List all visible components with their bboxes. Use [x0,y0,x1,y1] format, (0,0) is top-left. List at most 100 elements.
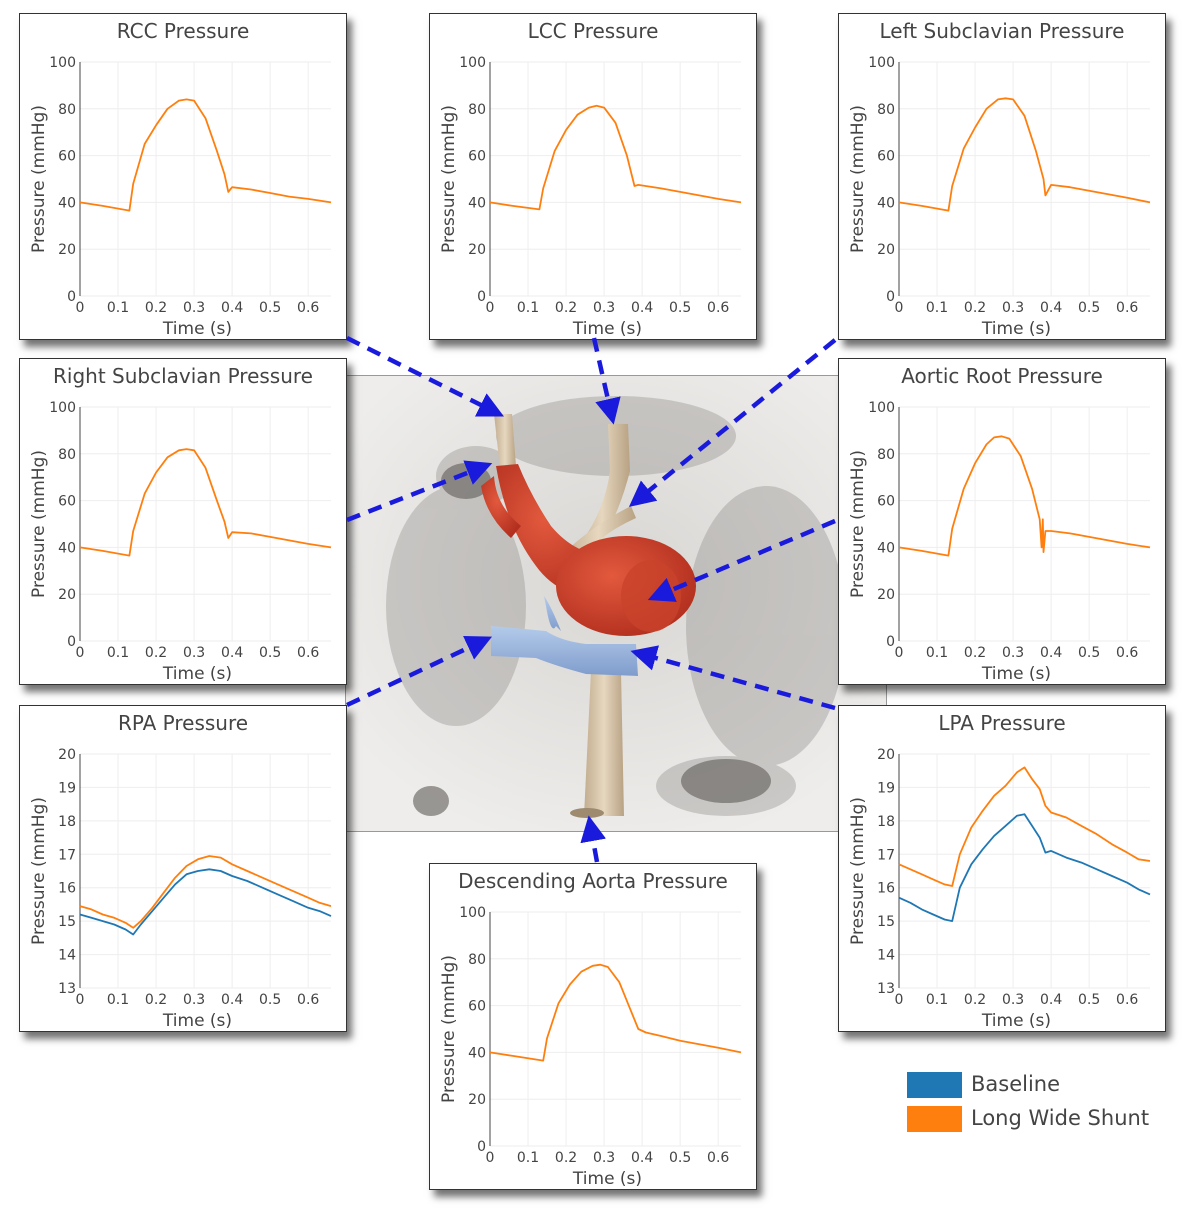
descending-aorta-outlet [570,808,604,818]
y-axis-label: Pressure (mmHg) [848,105,868,253]
y-axis-label: Pressure (mmHg) [29,105,49,253]
y-tick-label: 40 [58,540,76,556]
y-tick-label: 100 [49,55,76,71]
x-tick-label: 0.1 [517,300,539,316]
y-tick-label: 20 [58,587,76,603]
right-subclavian-vessel [481,476,521,538]
y-tick-label: 0 [886,634,895,650]
y-tick-label: 100 [459,55,486,71]
y-axis-label: Pressure (mmHg) [848,797,868,945]
panel-lcc-pressure: LCC Pressure 0 20 40 60 80 100 0 0.1 0.2 0.3 0.4 0.5… [429,13,757,340]
x-tick-label: 0 [76,645,85,661]
chart-descending-aorta-pressure: Descending Aorta Pressure 0 20 40 60 80 100 0 0.… [439,869,742,1189]
x-tick-label: 0.4 [221,645,243,661]
panel-rpa-pressure: RPA Pressure 13 14 15 16 17 18 19 20 0 0.1 0.2 0.3 0.… [19,705,347,1032]
legend-swatch-long-wide-shunt [907,1106,962,1132]
y-tick-label: 17 [877,847,895,863]
vessel-model-image [345,375,887,832]
x-tick-label: 0.3 [593,300,615,316]
x-tick-label: 0.2 [964,300,986,316]
x-tick-label: 0 [486,300,495,316]
x-tick-label: 0.4 [1040,992,1062,1008]
chart-rcc-pressure: RCC Pressure 0 20 40 60 80 100 0 0.1 0.2 0.3 0.4 0.5… [29,19,332,339]
x-tick-label: 0.6 [1116,645,1138,661]
x-tick-label: 0.2 [145,992,167,1008]
y-tick-label: 40 [468,195,486,211]
x-tick-label: 0.5 [259,300,281,316]
x-tick-label: 0.5 [259,992,281,1008]
y-tick-label: 0 [67,634,76,650]
x-tick-label: 0.4 [221,992,243,1008]
y-tick-label: 40 [877,540,895,556]
y-tick-label: 100 [459,905,486,921]
x-tick-label: 0.3 [593,1150,615,1166]
y-tick-label: 0 [477,1139,486,1155]
x-tick-label: 0.3 [1002,300,1024,316]
rcc-vessel [494,414,516,468]
y-tick-label: 18 [58,814,76,830]
chart-lpa-pressure: LPA Pressure 13 14 15 16 17 18 19 20 0 0.1 0.2 0.3 0.… [848,711,1151,1031]
y-tick-label: 0 [477,289,486,305]
y-tick-label: 80 [877,447,895,463]
x-axis-label: Time (s) [162,319,232,339]
y-tick-label: 60 [468,149,486,165]
x-tick-label: 0.6 [297,300,319,316]
y-tick-label: 16 [58,881,76,897]
y-tick-label: 14 [877,948,895,964]
y-tick-label: 100 [868,400,895,416]
chart-title: Aortic Root Pressure [901,364,1103,388]
panel-descending-aorta-pressure: Descending Aorta Pressure 0 20 40 60 80 100 0 0.… [429,863,757,1190]
x-tick-label: 0.3 [1002,992,1024,1008]
y-tick-label: 0 [67,289,76,305]
x-tick-label: 0.4 [1040,300,1062,316]
y-tick-label: 80 [468,952,486,968]
x-axis-label: Time (s) [981,1011,1051,1031]
y-tick-label: 60 [58,494,76,510]
y-tick-label: 20 [877,747,895,763]
panel-aortic-root-pressure: Aortic Root Pressure 0 20 40 60 80 100 0 0.1 0.2 0… [838,358,1166,685]
series-line-long-wide-shunt [489,963,742,1062]
x-axis-label: Time (s) [981,319,1051,339]
pulmonary-artery-vessel [491,626,638,676]
x-tick-label: 0.2 [145,645,167,661]
x-tick-label: 0.5 [1078,992,1100,1008]
x-tick-label: 0.5 [259,645,281,661]
y-tick-label: 20 [58,242,76,258]
y-tick-label: 60 [877,149,895,165]
x-tick-label: 0.1 [107,300,129,316]
x-tick-label: 0.4 [631,1150,653,1166]
series-line-long-wide-shunt [898,766,1151,887]
panel-left-subclavian-pressure: Left Subclavian Pressure 0 20 40 60 80 100 0 0.1… [838,13,1166,340]
descending-aorta-vessel [584,671,624,816]
x-tick-label: 0.3 [183,300,205,316]
y-tick-label: 15 [58,914,76,930]
x-tick-label: 0.2 [555,300,577,316]
legend: Baseline Long Wide Shunt [905,1070,1175,1140]
y-tick-label: 20 [877,587,895,603]
y-tick-label: 13 [58,981,76,997]
x-tick-label: 0.2 [964,992,986,1008]
y-tick-label: 20 [468,1092,486,1108]
y-tick-label: 40 [877,195,895,211]
x-tick-label: 0.1 [107,645,129,661]
panel-lpa-pressure: LPA Pressure 13 14 15 16 17 18 19 20 0 0.1 0.2 0.3 0.… [838,705,1166,1032]
x-axis-label: Time (s) [572,319,642,339]
chart-title: LCC Pressure [528,19,659,43]
x-tick-label: 0.1 [926,992,948,1008]
y-tick-label: 60 [58,149,76,165]
y-tick-label: 60 [468,999,486,1015]
chart-title: Right Subclavian Pressure [53,364,313,388]
x-tick-label: 0 [895,300,904,316]
y-tick-label: 16 [877,881,895,897]
x-tick-label: 0 [486,1150,495,1166]
x-tick-label: 0.6 [707,1150,729,1166]
y-tick-label: 80 [58,102,76,118]
x-axis-label: Time (s) [162,664,232,684]
x-tick-label: 0.1 [926,300,948,316]
chart-aortic-root-pressure: Aortic Root Pressure 0 20 40 60 80 100 0 0.1 0.2 0… [848,364,1151,684]
x-tick-label: 0.1 [107,992,129,1008]
x-axis-label: Time (s) [572,1169,642,1189]
y-axis-label: Pressure (mmHg) [848,450,868,598]
y-tick-label: 20 [58,747,76,763]
y-axis-label: Pressure (mmHg) [439,105,459,253]
